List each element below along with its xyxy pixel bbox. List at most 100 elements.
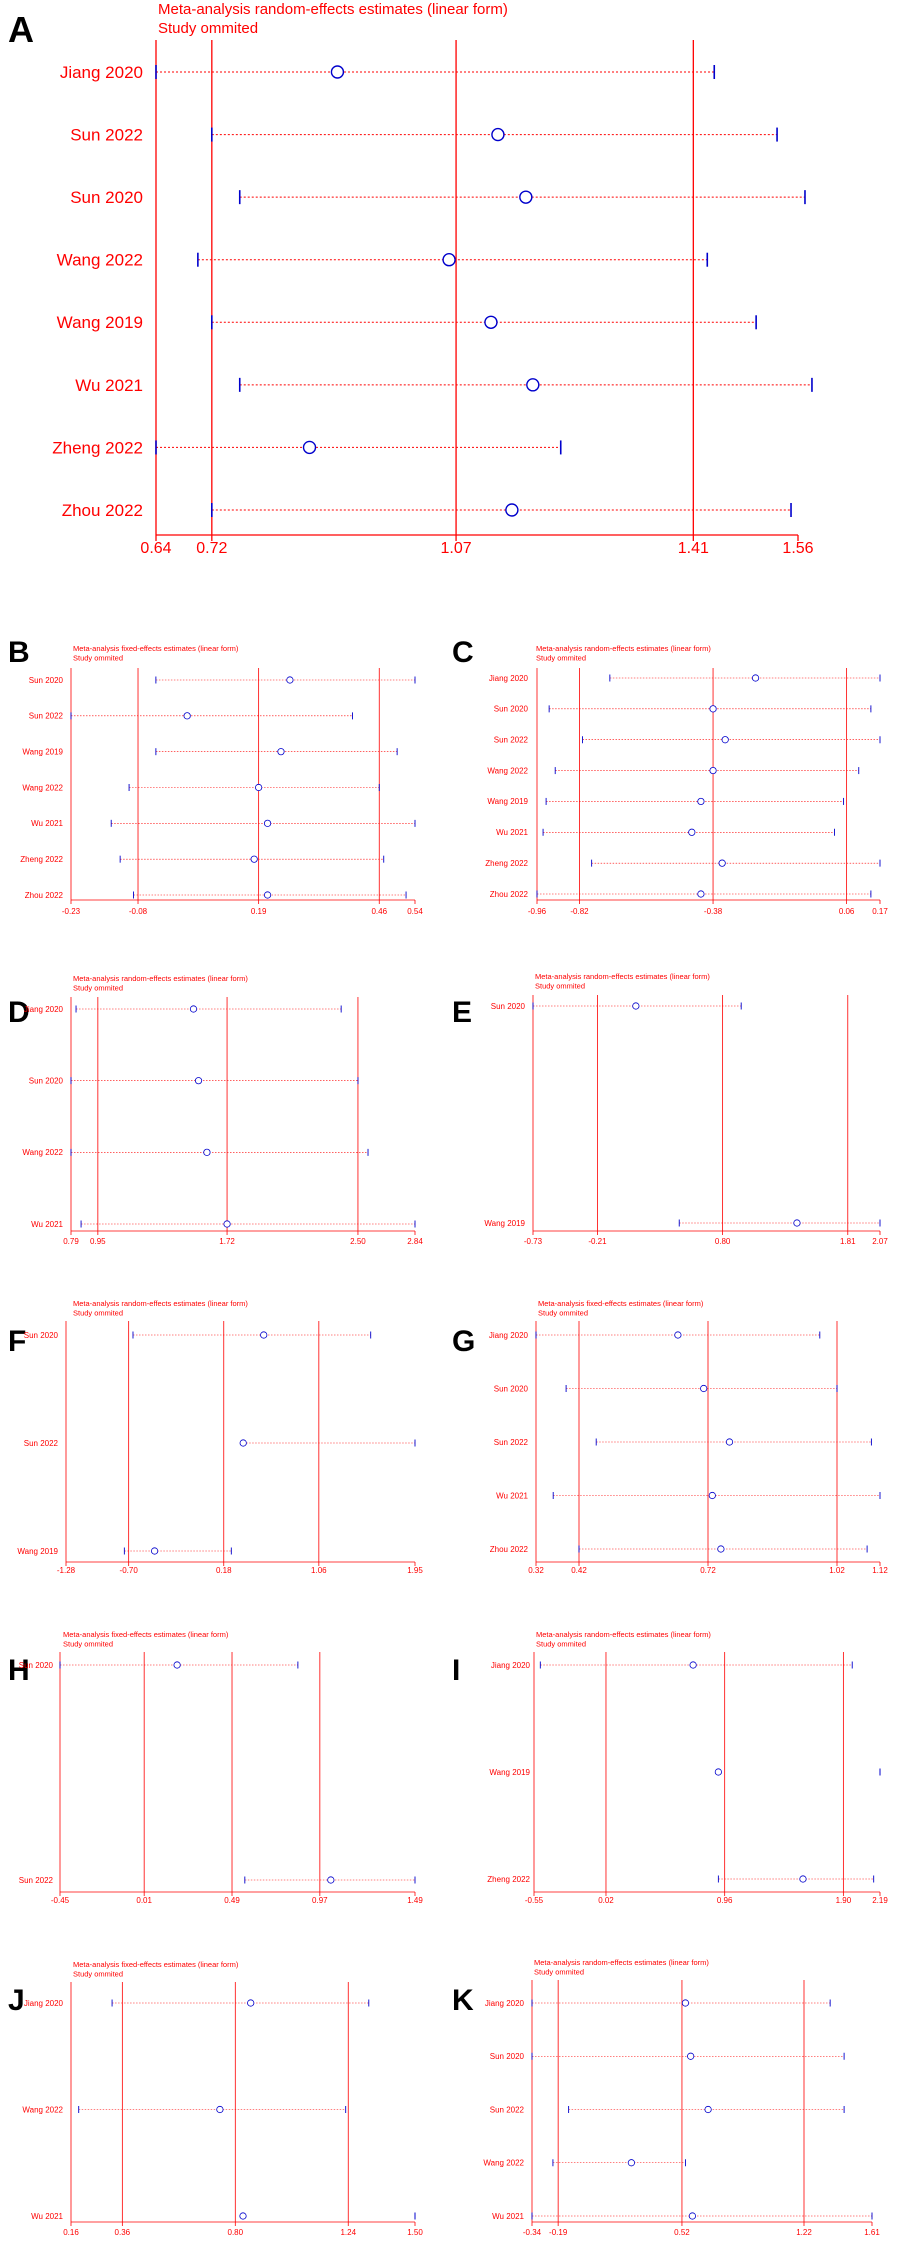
panel-c-study-label: Sun 2020 (494, 705, 529, 714)
panel-c-tick-label-2: -0.38 (704, 907, 723, 916)
panel-letter-h: H (8, 1654, 30, 1687)
panel-b: B Meta-analysis fixed-effects estimates (… (8, 636, 423, 916)
panel-j-study-label: Wang 2022 (22, 2105, 63, 2114)
panel-b-estimate-point (183, 712, 191, 720)
panel-c-title: Meta-analysis random-effects estimates (… (536, 644, 711, 653)
panel-k-tick-label-2: 0.52 (674, 2228, 690, 2237)
panel-a-study-label: Zheng 2022 (52, 438, 143, 457)
panel-d-title: Meta-analysis random-effects estimates (… (73, 974, 248, 983)
panel-g-subtitle: Study ommited (538, 1308, 588, 1317)
panel-k-estimate-point (704, 2105, 712, 2114)
panel-g-estimate-point (708, 1491, 716, 1500)
panel-c-estimate-point (721, 736, 729, 744)
panel-k-estimate-point (627, 2159, 635, 2167)
panel-k: K Meta-analysis random-effects estimates … (452, 1958, 880, 2237)
panel-b-study-label: Zheng 2022 (20, 855, 63, 864)
panel-h: H Meta-analysis fixed-effects estimates (… (8, 1630, 423, 1905)
panel-letter-j: J (8, 1984, 25, 2017)
panel-f-estimate-point (260, 1331, 268, 1339)
panel-a-study-label: Wu 2021 (75, 376, 143, 395)
panel-f-estimate-point (151, 1547, 159, 1555)
panel-d-estimate-point (194, 1077, 203, 1085)
panel-f-subtitle: Study ommited (73, 1308, 123, 1317)
panel-b-tick-label-3: 0.46 (371, 907, 387, 916)
panel-f-study-label: Sun 2022 (24, 1439, 59, 1448)
panel-k-estimate-point (687, 2052, 695, 2060)
panel-h-study-label: Sun 2020 (19, 1661, 54, 1670)
panel-j-study-label: Jiang 2020 (24, 1999, 64, 2008)
panel-j-subtitle: Study ommited (73, 1969, 123, 1978)
panel-g-study-label: Sun 2020 (494, 1384, 529, 1393)
panel-g-tick-label-2: 0.72 (700, 1566, 716, 1575)
panel-j-tick-label-3: 1.24 (340, 2228, 356, 2237)
panel-b-study-label: Wang 2022 (22, 783, 63, 792)
panel-k-tick-label-0: -0.34 (523, 2228, 542, 2237)
panel-h-subtitle: Study ommited (63, 1639, 113, 1648)
panel-a-tick-label-3: 1.41 (678, 540, 709, 557)
panel-j-tick-label-2: 0.80 (228, 2228, 244, 2237)
panel-j: J Meta-analysis fixed-effects estimates (… (8, 1960, 423, 2237)
panel-b-study-label: Wu 2021 (31, 819, 63, 828)
panel-j-tick-label-4: 1.50 (407, 2228, 423, 2237)
panel-a-estimate-point (302, 440, 317, 455)
panel-a-study-label: Wang 2019 (57, 313, 143, 332)
panel-g-study-label: Zhou 2022 (490, 1545, 529, 1554)
panel-h-estimate-point (327, 1876, 335, 1884)
panel-i-tick-label-1: 0.02 (598, 1896, 614, 1905)
panel-c-estimate-point (718, 859, 726, 867)
panel-letter-e: E (452, 996, 472, 1029)
panel-f: F Meta-analysis random-effects estimates … (8, 1299, 423, 1575)
panel-k-study-label: Jiang 2020 (485, 1999, 525, 2008)
panel-i: I Meta-analysis random-effects estimates … (452, 1630, 888, 1905)
panel-e-title: Meta-analysis random-effects estimates (… (535, 972, 710, 981)
panel-j-tick-label-0: 0.16 (63, 2228, 79, 2237)
panel-c-estimate-point (709, 766, 717, 775)
panel-a-study-label: Wang 2022 (57, 251, 143, 270)
panel-letter-k: K (452, 1984, 474, 2017)
panel-h-tick-label-3: 0.97 (312, 1896, 328, 1905)
panel-g-estimate-point (700, 1384, 708, 1393)
panel-e: E Meta-analysis random-effects estimates … (452, 972, 888, 1246)
panel-e-tick-label-3: 1.81 (840, 1237, 856, 1246)
panel-e-tick-label-4: 2.07 (872, 1237, 888, 1246)
panel-k-title: Meta-analysis random-effects estimates (… (534, 1958, 709, 1967)
panel-e-study-label: Wang 2019 (484, 1219, 525, 1228)
panel-g-tick-label-0: 0.32 (528, 1566, 544, 1575)
panel-b-estimate-point (263, 819, 272, 827)
panel-h-tick-label-1: 0.01 (136, 1896, 152, 1905)
panel-i-tick-label-0: -0.55 (525, 1896, 544, 1905)
panel-a-study-label: Jiang 2020 (60, 63, 143, 82)
panel-letter-f: F (8, 1325, 26, 1358)
panel-c-tick-label-4: 0.17 (872, 907, 888, 916)
panel-d-tick-label-3: 2.50 (350, 1237, 366, 1246)
panel-a-estimate-point (330, 65, 345, 79)
panel-e-tick-label-2: 0.80 (715, 1237, 731, 1246)
panel-h-tick-label-0: -0.45 (51, 1896, 70, 1905)
panel-d: D Meta-analysis random-effects estimates … (8, 974, 423, 1246)
panel-f-tick-label-2: 0.18 (216, 1566, 232, 1575)
panel-d-tick-label-1: 0.95 (90, 1237, 106, 1246)
panel-g-estimate-point (674, 1331, 682, 1339)
panel-g-title: Meta-analysis fixed-effects estimates (l… (538, 1299, 704, 1308)
panel-a-estimate-point (505, 503, 519, 517)
panel-i-estimate-point (689, 1661, 697, 1669)
panel-f-study-label: Wang 2019 (17, 1547, 58, 1556)
panel-i-subtitle: Study ommited (536, 1639, 586, 1648)
panel-k-study-label: Sun 2022 (490, 2105, 525, 2114)
panel-e-study-label: Sun 2020 (491, 1002, 526, 1011)
panel-d-tick-label-0: 0.79 (63, 1237, 79, 1246)
panel-a-tick-label-1: 0.72 (196, 540, 227, 557)
panel-j-estimate-point (216, 2105, 224, 2114)
panel-g: G Meta-analysis fixed-effects estimates (… (452, 1299, 888, 1575)
panel-c-subtitle: Study ommited (536, 653, 586, 662)
panel-f-study-label: Sun 2020 (24, 1331, 59, 1340)
panel-j-study-label: Wu 2021 (31, 2212, 63, 2221)
panel-h-tick-label-2: 0.49 (224, 1896, 240, 1905)
panel-f-title: Meta-analysis random-effects estimates (… (73, 1299, 248, 1308)
panel-a-title: Meta-analysis random-effects estimates (… (158, 1, 508, 18)
panel-h-estimate-point (173, 1661, 181, 1669)
panel-letter-g: G (452, 1325, 475, 1358)
panel-a-study-label: Sun 2020 (70, 188, 143, 207)
panel-a-subtitle: Study ommited (158, 20, 258, 37)
panel-letter-c: C (452, 636, 474, 669)
